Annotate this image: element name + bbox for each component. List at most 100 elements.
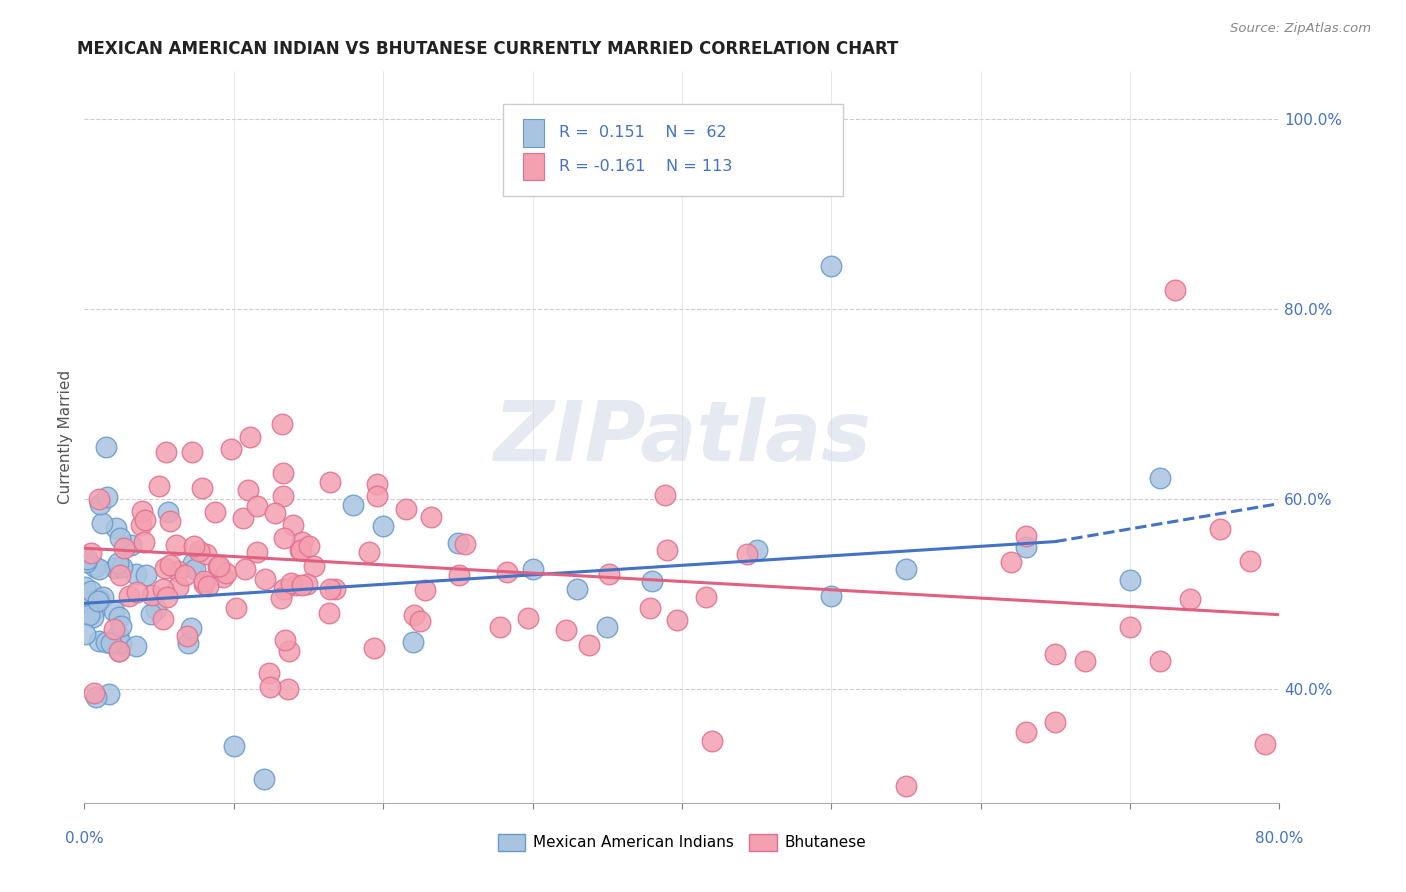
Point [141,588,163,602]
Point [447,567,470,582]
Point [145,601,167,615]
Point [75,555,97,569]
Legend: Mexican American Indians, Bhutanese: Mexican American Indians, Bhutanese [492,828,872,857]
Point [87,634,110,648]
Point [555,623,578,637]
Text: MEXICAN AMERICAN INDIAN VS BHUTANESE CURRENTLY MARRIED CORRELATION CHART: MEXICAN AMERICAN INDIAN VS BHUTANESE CUR… [77,40,898,58]
Point [155,444,177,458]
Point [253,772,276,786]
Point [84,601,107,615]
Point [820,589,842,603]
Point [80,546,103,560]
Point [100,636,122,650]
Point [271,417,294,432]
Text: ZIPatlas: ZIPatlas [494,397,870,477]
Point [152,582,174,596]
Point [132,535,155,549]
Point [80,583,103,598]
Point [183,539,205,553]
Point [166,580,188,594]
Point [104,561,127,575]
Point [134,513,156,527]
Point [598,567,620,582]
Text: 0.0%: 0.0% [65,831,104,846]
Point [204,505,226,519]
Point [318,606,340,620]
Point [342,498,364,512]
FancyBboxPatch shape [503,104,844,195]
Point [94,441,117,455]
Point [894,779,917,793]
Point [107,644,129,658]
Point [165,538,187,552]
Point [193,574,215,588]
Point [193,577,215,591]
Point [114,541,136,555]
Point [278,644,301,658]
Point [110,636,132,650]
Point [225,601,247,615]
Point [517,611,540,625]
Point [73,627,96,641]
Point [454,537,477,551]
Point [107,557,129,571]
Point [153,561,176,575]
Point [820,259,842,273]
Point [1014,541,1036,555]
Point [141,607,163,622]
Point [89,498,111,512]
Point [291,534,314,549]
Point [118,590,141,604]
Point [232,511,254,525]
Point [366,490,388,504]
Point [402,635,425,649]
Point [87,592,110,607]
Point [98,687,121,701]
Point [103,622,125,636]
Point [91,591,114,605]
Point [1119,573,1142,587]
Point [319,582,342,596]
Point [110,618,132,632]
Point [148,479,170,493]
Point [291,577,314,591]
Point [159,514,181,528]
Point [319,475,342,489]
Point [404,607,426,622]
Point [700,734,723,748]
Point [222,739,245,753]
Point [1149,654,1171,668]
Point [567,582,589,596]
Point [1253,737,1275,751]
Point [1045,648,1067,662]
Point [135,567,157,582]
Point [79,595,101,609]
Point [1000,555,1022,569]
Point [295,577,318,591]
Point [271,489,294,503]
Point [1239,554,1261,568]
Point [184,562,207,576]
Point [419,510,441,524]
Point [1164,283,1187,297]
Point [735,547,758,561]
Point [257,666,280,681]
Y-axis label: Currently Married: Currently Married [58,370,73,504]
Point [195,547,218,561]
Point [181,556,204,570]
Point [665,613,688,627]
Point [578,638,600,652]
Point [638,601,661,615]
Point [125,584,148,599]
Point [94,635,117,649]
Point [197,579,219,593]
Point [89,562,111,576]
Point [77,608,100,623]
Point [273,632,295,647]
Point [290,543,312,558]
Point [263,506,285,520]
Point [131,504,153,518]
Point [1014,724,1036,739]
Point [1209,522,1232,536]
Point [90,516,112,531]
